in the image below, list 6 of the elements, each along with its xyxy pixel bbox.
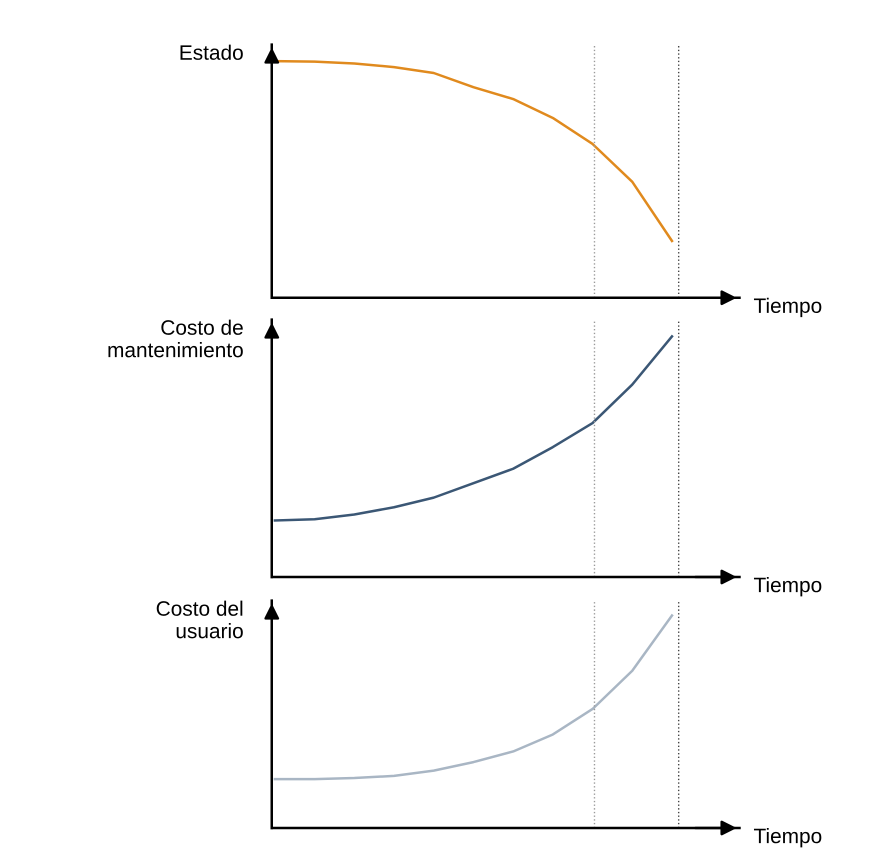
x-axis-title: Tiempo (754, 577, 822, 596)
x-axis-title: Tiempo (754, 298, 822, 318)
y-axis-title: Costo de mantenimiento (108, 320, 243, 358)
y-axis-title: Costo del usuario (156, 600, 243, 638)
y-axis-title: Estado (180, 44, 243, 60)
x-axis-title: Tiempo (754, 828, 822, 848)
